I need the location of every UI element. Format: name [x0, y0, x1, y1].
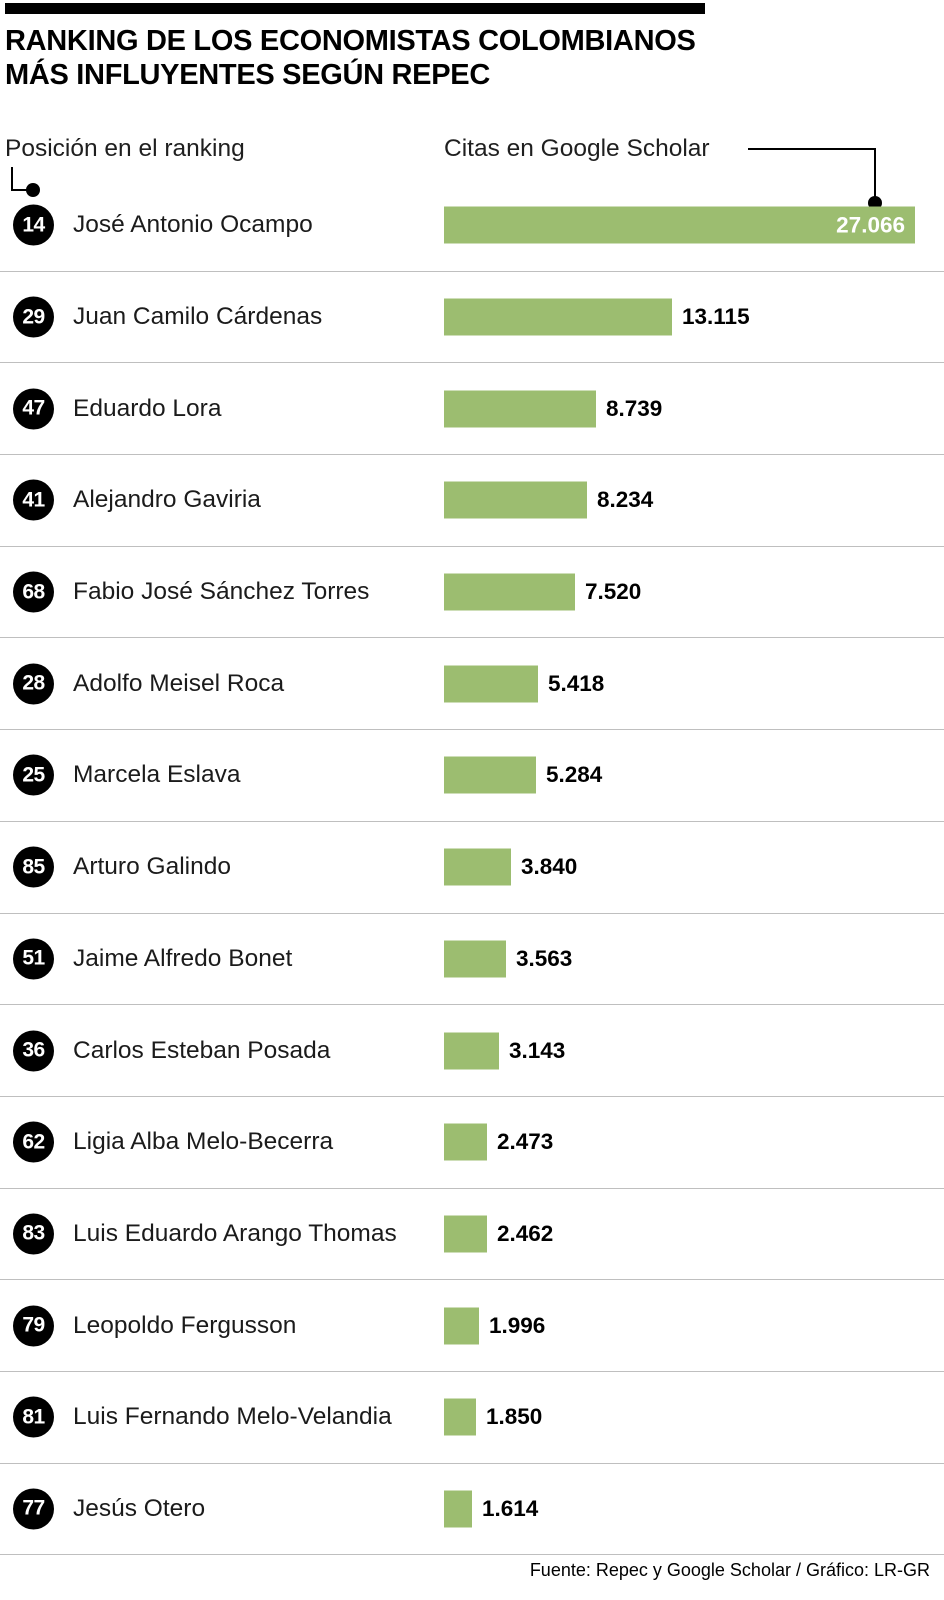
rank-badge: 29 [13, 296, 54, 338]
rank-badge: 68 [13, 571, 54, 613]
citation-value: 2.473 [497, 1129, 554, 1155]
citation-value: 5.418 [548, 670, 605, 696]
citation-value: 3.563 [516, 945, 573, 971]
citation-bar [444, 1398, 476, 1436]
economist-name: Fabio José Sánchez Torres [73, 578, 370, 606]
page-title-line1: RANKING DE LOS ECONOMISTAS COLOMBIANOS [5, 25, 696, 57]
table-row: 25 Marcela Eslava 5.284 [0, 730, 944, 822]
source-credit: Fuente: Repec y Google Scholar / Gráfico… [529, 1560, 930, 1580]
economist-name: Luis Fernando Melo-Velandia [73, 1403, 392, 1431]
economist-name: Carlos Esteban Posada [73, 1036, 331, 1064]
citation-value: 8.234 [597, 487, 654, 513]
right-callout-line-vertical [874, 148, 876, 200]
rank-badge: 41 [13, 479, 54, 521]
economist-name: Juan Camilo Cárdenas [73, 303, 323, 331]
citation-bar [444, 1032, 499, 1070]
economist-name: Jesús Otero [73, 1494, 206, 1522]
table-row: 47 Eduardo Lora 8.739 [0, 363, 944, 456]
citation-value: 13.115 [682, 304, 750, 330]
table-row: 62 Ligia Alba Melo-Becerra 2.473 [0, 1097, 944, 1189]
citation-value: 3.143 [509, 1037, 566, 1063]
citation-value: 27.066 [836, 212, 905, 238]
economist-name: Leopoldo Fergusson [73, 1311, 297, 1339]
citation-bar [444, 573, 575, 611]
left-callout-line-horizontal [11, 189, 30, 191]
citation-value: 1.614 [482, 1495, 539, 1521]
citation-value: 2.462 [497, 1220, 554, 1246]
table-row: 29 Juan Camilo Cárdenas 13.115 [0, 272, 944, 364]
table-row: 28 Adolfo Meisel Roca 5.418 [0, 638, 944, 731]
citation-bar: 27.066 [444, 206, 915, 244]
rank-badge: 81 [13, 1396, 54, 1438]
rank-badge: 85 [13, 846, 54, 888]
top-accent-bar [5, 3, 705, 14]
table-row: 51 Jaime Alfredo Bonet 3.563 [0, 914, 944, 1006]
table-row: 36 Carlos Esteban Posada 3.143 [0, 1005, 944, 1097]
rank-badge: 14 [13, 204, 54, 246]
citation-bar [444, 298, 672, 336]
economist-name: Marcela Eslava [73, 761, 241, 789]
page-title: RANKING DE LOS ECONOMISTAS COLOMBIANOS M… [5, 24, 696, 92]
citation-bar [444, 756, 536, 794]
citation-bar [444, 665, 538, 703]
right-callout-line-horizontal [748, 148, 876, 150]
economist-name: Jaime Alfredo Bonet [73, 944, 293, 972]
citation-bar [444, 1490, 472, 1528]
citation-bar [444, 940, 506, 978]
economist-name: Arturo Galindo [73, 853, 231, 881]
economist-name: José Antonio Ocampo [73, 211, 313, 239]
citation-value: 3.840 [521, 854, 578, 880]
left-callout-line-vertical [11, 167, 13, 191]
citation-value: 1.850 [486, 1404, 543, 1430]
citation-bar [444, 481, 587, 519]
economist-name: Adolfo Meisel Roca [73, 669, 285, 697]
citation-bar [444, 848, 511, 886]
table-row: 85 Arturo Galindo 3.840 [0, 822, 944, 914]
ranking-position-label: Posición en el ranking [5, 135, 245, 162]
right-callout-dot [868, 196, 882, 210]
rank-badge: 47 [13, 388, 54, 430]
citation-bar [444, 1307, 479, 1345]
table-row: 83 Luis Eduardo Arango Thomas 2.462 [0, 1189, 944, 1281]
citation-value: 7.520 [585, 579, 642, 605]
citation-bar [444, 1123, 487, 1161]
page-title-line2: MÁS INFLUYENTES SEGÚN REPEC [5, 59, 490, 91]
economist-name: Luis Eduardo Arango Thomas [73, 1219, 397, 1247]
rank-badge: 51 [13, 938, 54, 980]
table-row: 14 José Antonio Ocampo 27.066 [0, 180, 944, 272]
rank-badge: 62 [13, 1121, 54, 1163]
rank-badge: 28 [13, 663, 54, 705]
rank-badge: 79 [13, 1305, 54, 1347]
table-row: 81 Luis Fernando Melo-Velandia 1.850 [0, 1372, 944, 1464]
table-row: 68 Fabio José Sánchez Torres 7.520 [0, 547, 944, 639]
citation-value: 8.739 [606, 395, 663, 421]
table-row: 79 Leopoldo Fergusson 1.996 [0, 1280, 944, 1372]
left-callout-dot [26, 183, 40, 197]
economist-name: Ligia Alba Melo-Becerra [73, 1128, 334, 1156]
citation-value: 1.996 [489, 1312, 546, 1338]
citation-value: 5.284 [546, 762, 603, 788]
rank-badge: 77 [13, 1488, 54, 1530]
citation-bar [444, 390, 596, 428]
ranking-rows: 14 José Antonio Ocampo 27.066 29 Juan Ca… [0, 180, 944, 1556]
citation-bar [444, 1215, 487, 1253]
economist-name: Eduardo Lora [73, 394, 222, 422]
citations-label: Citas en Google Scholar [444, 135, 710, 162]
table-row: 77 Jesús Otero 1.614 [0, 1464, 944, 1556]
rank-badge: 36 [13, 1030, 54, 1072]
rank-badge: 25 [13, 754, 54, 796]
table-row: 41 Alejandro Gaviria 8.234 [0, 455, 944, 547]
rank-badge: 83 [13, 1213, 54, 1255]
economist-name: Alejandro Gaviria [73, 486, 261, 514]
